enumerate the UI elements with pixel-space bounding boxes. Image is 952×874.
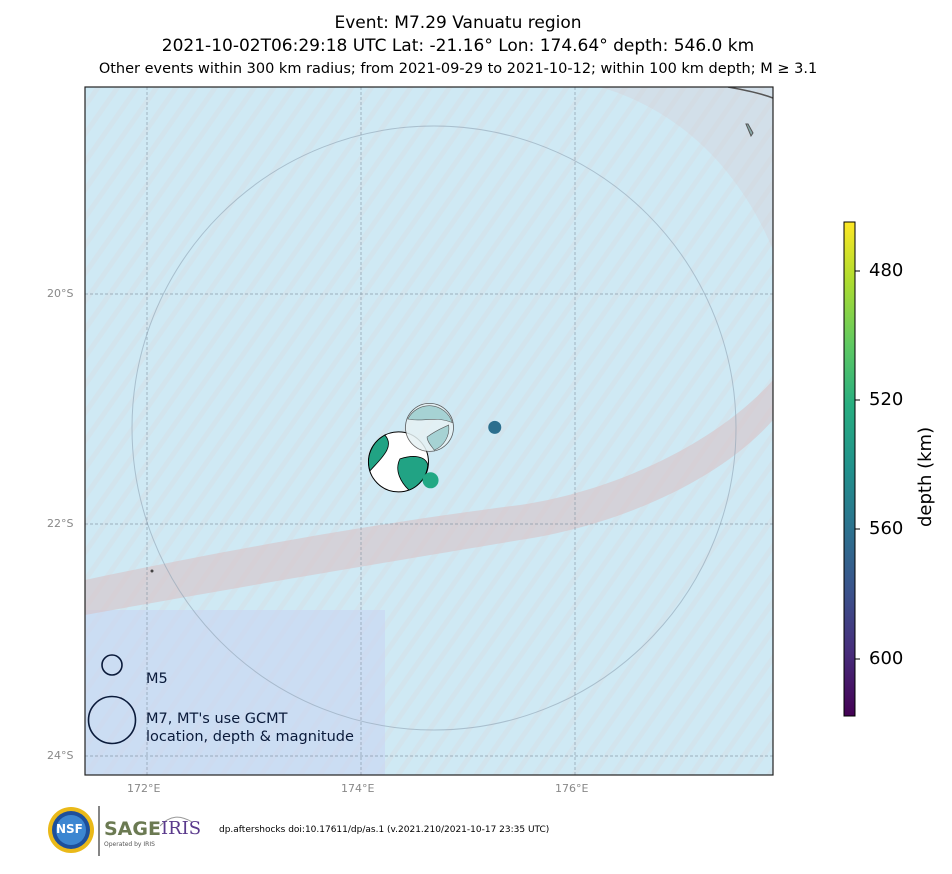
lon-label-174e: 174°E [341, 782, 375, 795]
operated-by-text: Operated by IRIS [104, 841, 155, 848]
map-area [85, 87, 773, 775]
footer-doi: dp.aftershocks doi:10.17611/dp/as.1 (v.2… [219, 825, 550, 835]
secondary-focal-mechanism [405, 402, 454, 452]
title-event-details: 2021-10-02T06:29:18 UTC Lat: -21.16° Lon… [161, 36, 755, 56]
aftershock-marker [422, 472, 439, 489]
iris-logo-text: IRIS [161, 818, 202, 839]
trench-band [85, 380, 773, 615]
legend-m7-label-line1: M7, MT's use GCMT [146, 711, 288, 727]
legend-m7-circle [87, 695, 137, 745]
legend-m5-circle [101, 654, 123, 676]
colorbar-tick-600: 600 [869, 648, 904, 669]
lat-label-22s: 22°S [47, 517, 74, 530]
nsf-logo-text: NSF [56, 822, 83, 836]
coastline [727, 87, 773, 99]
colorbar-tick-480: 480 [869, 260, 904, 281]
title-event: Event: M7.29 Vanuatu region [334, 13, 582, 33]
island [745, 123, 754, 138]
deep-water-region [85, 610, 385, 775]
colorbar-tickmarks [855, 270, 860, 660]
lat-label-20s: 20°S [47, 287, 74, 300]
events-layer [367, 402, 502, 493]
mainshock-focal-mechanism [367, 431, 429, 493]
lon-label-172e: 172°E [127, 782, 161, 795]
title-search-criteria: Other events within 300 km radius; from … [98, 61, 818, 77]
colorbar-tick-560: 560 [869, 518, 904, 539]
colorbar [843, 221, 856, 717]
colorbar-label: depth (km) [915, 426, 936, 527]
map-frame [84, 86, 774, 776]
sage-logo-text: SAGE [104, 818, 161, 840]
iris-swoosh [159, 816, 193, 827]
colorbar-tick-520: 520 [869, 389, 904, 410]
lat-label-24s: 24°S [47, 749, 74, 762]
nsf-logo [48, 807, 94, 853]
aftershock-marker [488, 420, 502, 434]
legend-m5-label: M5 [146, 671, 168, 687]
search-radius-circle [131, 125, 737, 731]
small-event [150, 569, 154, 573]
ridge-upper-right [600, 87, 773, 250]
legend-m7-label-line2: location, depth & magnitude [146, 729, 354, 745]
lon-label-176e: 176°E [555, 782, 589, 795]
